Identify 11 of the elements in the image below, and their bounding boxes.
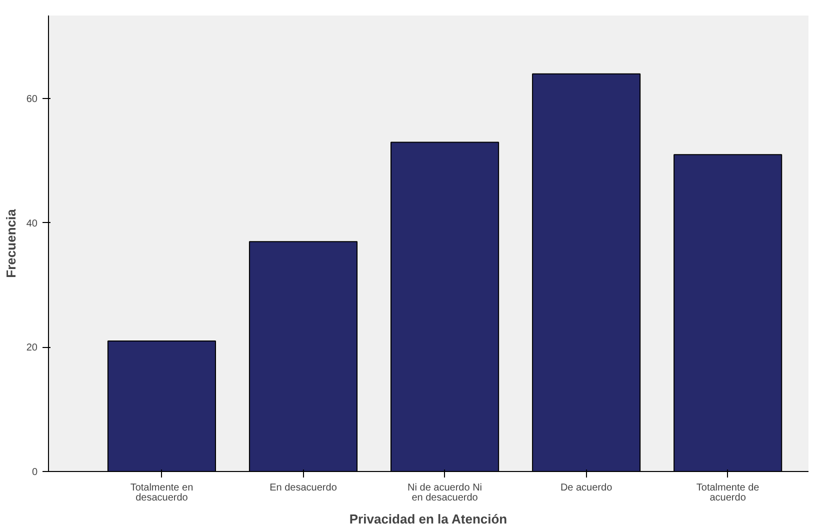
y-tick-label: 60 [26,94,38,106]
x-tick-label: Ni de acuerdo Ni en desacuerdo [408,482,482,504]
x-tick-label: De acuerdo [560,482,613,494]
y-axis-title: Frecuencia [3,208,18,278]
x-tick-label: Totalmente en desacuerdo [130,482,194,504]
y-tick-label: 0 [32,467,38,478]
x-tick-label: Totalmente de acuerdo [696,482,760,504]
y-tick-label: 40 [26,218,38,230]
y-tick-label: 20 [26,342,38,354]
x-axis-title: Privacidad en la Atención [349,511,508,526]
x-tick-label: En desacuerdo [270,482,338,494]
